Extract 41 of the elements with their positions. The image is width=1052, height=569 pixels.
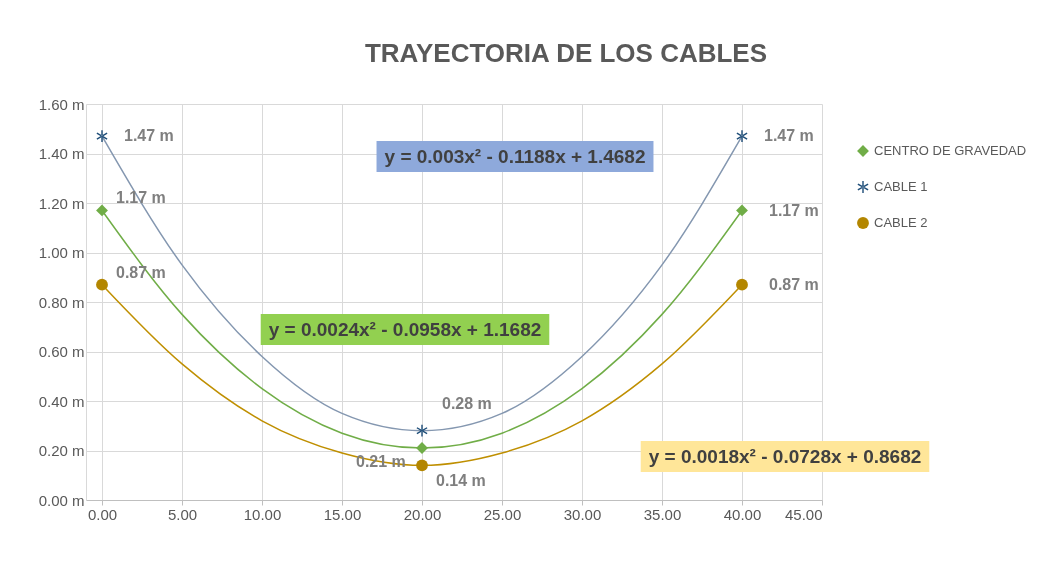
y-tick-label: 1.00 m (38, 244, 85, 261)
y-tick-label: 0.20 m (38, 442, 85, 459)
x-tick-label: 5.00 (167, 505, 198, 523)
point (736, 204, 748, 217)
point (96, 278, 108, 291)
legend-label: CABLE 2 (874, 215, 928, 230)
point (96, 130, 108, 143)
legend-label: CENTRO DE GRAVEDAD (874, 143, 1027, 158)
x-tick-label: 40.00 (723, 505, 762, 523)
data-label: 1.47 m (764, 127, 814, 145)
x-tick-label: 45.00 (784, 505, 823, 523)
x-tick-label: 10.00 (243, 505, 282, 523)
point (416, 424, 428, 437)
y-tick-label: 1.20 m (38, 194, 85, 212)
annotation: y = 0.0018x² - 0.0728x + 0.8682 (648, 446, 922, 467)
annotation: y = 0.0024x² - 0.0958x + 1.1682 (268, 319, 542, 340)
chart-title: TRAYECTORIA DE LOS CABLES (364, 38, 768, 68)
data-label: 0.87 m (116, 263, 166, 281)
point (96, 204, 108, 217)
y-tick-label: 0.00 m (38, 491, 85, 509)
x-tick-label: 30.00 (563, 505, 602, 523)
y-tick-label: 1.40 m (38, 145, 85, 162)
data-label: 0.28 m (442, 394, 492, 412)
x-tick-label: 25.00 (483, 505, 522, 523)
x-tick-label: 35.00 (643, 505, 682, 523)
y-tick-label: 0.80 m (38, 293, 85, 311)
point (736, 130, 748, 143)
y-tick-label: 0.60 m (38, 343, 85, 360)
y-tick-label: 1.60 m (38, 95, 85, 113)
legend-label: CABLE 1 (874, 179, 928, 194)
x-tick-label: 20.00 (403, 505, 442, 523)
point (416, 459, 428, 472)
data-label: 1.47 m (124, 127, 174, 145)
x-tick-label: 15.00 (323, 505, 362, 523)
data-label: 1.17 m (769, 202, 819, 220)
y-tick-label: 0.40 m (38, 392, 85, 410)
x-tick-label: 0.00 (87, 505, 118, 523)
point (736, 278, 748, 291)
data-label: 0.14 m (436, 472, 486, 490)
data-label: 0.87 m (769, 275, 819, 293)
annotation: y = 0.003x² - 0.1188x + 1.4682 (384, 146, 646, 167)
